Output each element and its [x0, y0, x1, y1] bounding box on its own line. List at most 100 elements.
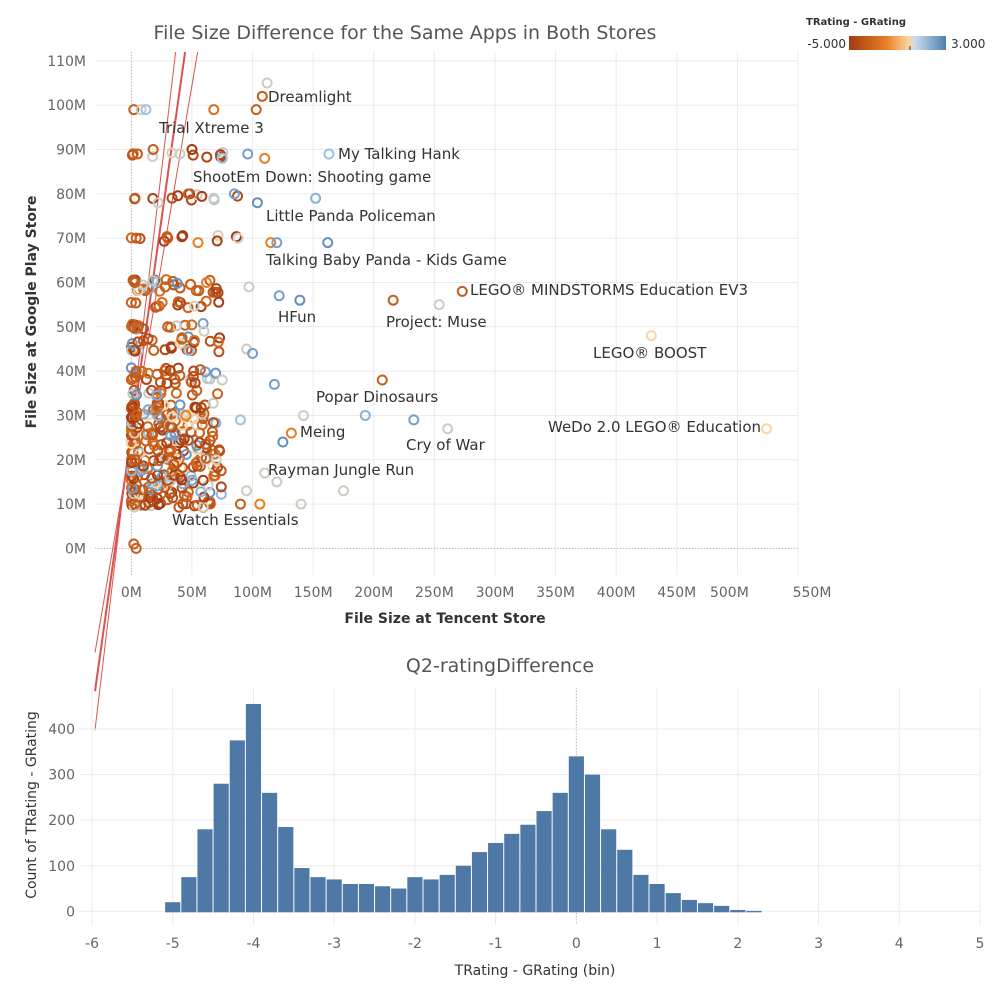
scatter-point [247, 347, 259, 359]
scatter-point [155, 439, 167, 451]
scatter-point [182, 302, 194, 314]
scatter-point [189, 377, 201, 389]
scatter-point [146, 472, 158, 484]
scatter-point [130, 297, 142, 309]
scatter-point [208, 192, 220, 204]
scatter-point [129, 454, 141, 466]
histogram-bar [746, 910, 762, 913]
scatter-point [186, 319, 198, 331]
scatter-point [130, 365, 142, 377]
scatter-point [188, 300, 200, 312]
histogram-axes: 0 100 200 300 400 -6 -5 -4 -3 -2 -1 0 1 2 3 4 5 [48, 722, 984, 952]
scatter-point [142, 421, 154, 433]
scatter-point [139, 499, 151, 511]
scatter-point [125, 232, 137, 244]
scatter-point [210, 454, 222, 466]
scatter-point [159, 281, 171, 293]
scatter-point [211, 235, 223, 247]
legend-max-label: 3.000 [951, 37, 985, 51]
scatter-point [191, 443, 203, 455]
scatter-point [200, 438, 212, 450]
histogram-bar [730, 909, 746, 913]
scatter-point [408, 414, 420, 426]
scatter-point [176, 333, 188, 345]
histogram-bar [633, 874, 649, 913]
scatter-point [166, 192, 178, 204]
scatter-point [152, 197, 164, 209]
scatter-point [208, 104, 220, 116]
scatter-point [212, 388, 224, 400]
scatter-point [197, 474, 209, 486]
histogram-bar [423, 879, 439, 913]
scatter-point [234, 498, 246, 510]
scatter-point [251, 197, 263, 209]
scatter-point [162, 232, 174, 244]
scatter-point [191, 385, 203, 397]
scatter-point [207, 397, 219, 409]
scatter-point [322, 237, 334, 249]
scatter-x-tick-label: 250M [415, 585, 454, 601]
scatter-point [195, 401, 207, 413]
scatter-point [137, 484, 149, 496]
scatter-point [171, 277, 183, 289]
histogram-x-tick-label: 1 [653, 936, 662, 952]
scatter-annotation-label: Trial Xtreme 3 [158, 119, 264, 137]
scatter-point [442, 423, 454, 435]
scatter-point [268, 378, 280, 390]
scatter-point [131, 321, 143, 333]
histogram-bar [439, 874, 455, 913]
scatter-point [228, 188, 240, 200]
scatter-annotation-label: ShootEm Down: Shooting game [193, 168, 431, 186]
scatter-point [176, 482, 188, 494]
scatter-x-tick-label: 100M [233, 585, 272, 601]
scatter-point [273, 290, 285, 302]
legend-min-label: -5.000 [807, 37, 846, 51]
scatter-point [232, 232, 244, 244]
scatter-annotation-label: Talking Baby Panda - Kids Game [265, 251, 507, 269]
scatter-point [215, 488, 227, 500]
scatter-annotation-label: Little Panda Policeman [266, 207, 436, 225]
histogram-y-axis-label: Count of TRating - GRating [24, 711, 40, 899]
scatter-point [265, 237, 277, 249]
scatter-point [147, 150, 159, 162]
histogram-bar [294, 868, 310, 913]
histogram-x-tick-label: -5 [166, 936, 180, 952]
histogram-bar [165, 902, 181, 913]
scatter-x-axis-label: File Size at Tencent Store [344, 611, 545, 627]
scatter-point [387, 294, 399, 306]
scatter-point [456, 285, 468, 297]
scatter-annotation-label: LEGO® BOOST [593, 344, 707, 362]
scatter-y-tick-label: 60M [56, 275, 86, 291]
scatter-point [187, 371, 199, 383]
scatter-point [191, 499, 203, 511]
scatter-point [186, 144, 198, 156]
scatter-points [125, 77, 772, 554]
histogram-bar [278, 827, 294, 913]
scatter-point [166, 411, 178, 423]
scatter-x-tick-label: 0M [121, 585, 142, 601]
scatter-x-tick-label: 400M [597, 585, 636, 601]
scatter-point [131, 148, 143, 160]
scatter-point [212, 229, 224, 241]
scatter-point [285, 427, 297, 439]
histogram-bar [584, 774, 601, 913]
scatter-point [128, 104, 140, 116]
scatter-y-tick-label: 20M [56, 453, 86, 469]
histogram-bar [617, 849, 633, 913]
trend-band-lower [94, 51, 199, 653]
scatter-point [277, 436, 289, 448]
scatter-y-axis-label: File Size at Google Play Store [24, 196, 40, 429]
scatter-point [156, 296, 168, 308]
scatter-y-tick-label: 10M [56, 497, 86, 513]
histogram-x-axis-label: TRating - GRating (bin) [454, 963, 616, 979]
scatter-point [201, 276, 213, 288]
histogram-bar [536, 811, 552, 913]
scatter-point [254, 498, 266, 510]
scatter-point [164, 471, 176, 483]
scatter-point [271, 476, 283, 488]
histogram-y-tick-label: 0 [66, 904, 75, 920]
scatter-point [129, 276, 141, 288]
scatter-point [130, 409, 142, 421]
scatter-annotation-label: Popar Dinosaurs [316, 388, 438, 406]
scatter-y-tick-label: 0M [65, 541, 86, 557]
